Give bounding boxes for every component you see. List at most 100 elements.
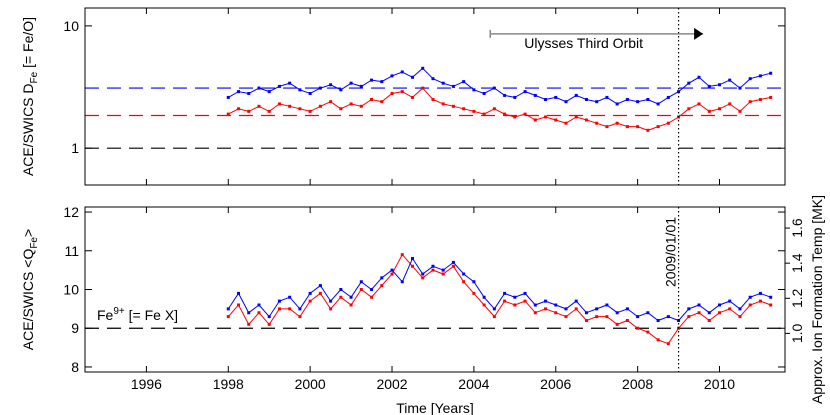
- data-point: [646, 128, 650, 132]
- data-point: [625, 98, 629, 102]
- series-line: [228, 67, 771, 105]
- data-point: [492, 86, 496, 90]
- y-tick-label: 12: [63, 204, 79, 220]
- data-point: [400, 90, 404, 94]
- data-point: [625, 307, 629, 311]
- data-point: [451, 264, 455, 268]
- x-tick-label: 1998: [213, 376, 244, 392]
- data-point: [666, 95, 670, 99]
- data-point: [421, 66, 425, 70]
- data-point: [718, 107, 722, 111]
- x-tick-label: 2006: [540, 376, 571, 392]
- data-point: [564, 100, 568, 104]
- data-point: [380, 284, 384, 288]
- data-point: [390, 91, 394, 95]
- data-point: [349, 295, 353, 299]
- data-point: [329, 307, 333, 311]
- series-line: [227, 257, 771, 322]
- x-tick-label: 2000: [295, 376, 326, 392]
- data-point: [544, 307, 548, 311]
- data-point: [687, 315, 691, 319]
- data-point: [237, 107, 241, 111]
- data-point: [267, 322, 271, 326]
- data-point: [656, 102, 660, 106]
- data-point: [370, 288, 374, 291]
- data-point: [615, 121, 619, 125]
- data-point: [523, 299, 527, 303]
- data-point: [370, 98, 374, 102]
- data-point: [554, 311, 558, 315]
- data-point: [288, 81, 292, 85]
- data-point: [349, 81, 353, 85]
- data-point: [605, 125, 609, 129]
- data-point: [615, 102, 619, 106]
- x-tick-label: 2002: [376, 376, 407, 392]
- data-point: [728, 307, 732, 311]
- y-tick-label: 10: [63, 282, 79, 298]
- data-point: [472, 291, 476, 295]
- data-point: [441, 102, 445, 106]
- data-point: [410, 257, 414, 261]
- data-point: [697, 303, 701, 307]
- x-tick-label: 1996: [131, 376, 162, 392]
- data-point: [298, 315, 302, 319]
- data-point: [277, 84, 281, 88]
- data-point: [410, 75, 414, 79]
- data-point: [666, 315, 670, 319]
- data-point: [769, 295, 773, 299]
- data-point: [267, 109, 271, 113]
- data-point: [237, 90, 241, 94]
- y-axis-label-text: ACE/SWICS <Q: [20, 249, 36, 351]
- data-point: [646, 98, 650, 102]
- data-point: [758, 74, 762, 78]
- data-point: [636, 100, 640, 104]
- data-point: [513, 295, 517, 299]
- data-point: [584, 98, 588, 102]
- data-point: [554, 118, 558, 122]
- data-point: [247, 322, 251, 326]
- y-axis-label: ACE/SWICS <QFe>: [20, 229, 40, 350]
- data-point: [257, 311, 261, 315]
- reference-label-base: Fe: [97, 307, 114, 323]
- data-point: [349, 102, 353, 106]
- data-point: [595, 307, 599, 311]
- data-point: [267, 90, 271, 94]
- data-point: [748, 77, 752, 81]
- data-point: [574, 115, 578, 119]
- data-point: [400, 280, 404, 284]
- data-point: [441, 272, 445, 276]
- data-point: [318, 104, 322, 108]
- data-point: [257, 86, 261, 90]
- data-point: [441, 268, 445, 272]
- data-point: [462, 280, 466, 284]
- data-point: [380, 276, 384, 280]
- data-point: [226, 315, 230, 319]
- data-point: [574, 307, 578, 311]
- reference-label: Fe9+ [= Fe X]: [97, 306, 178, 323]
- data-point: [503, 93, 507, 97]
- data-point: [400, 253, 404, 257]
- date-marker-label: 2009/01/01: [663, 217, 679, 287]
- data-point: [257, 303, 261, 307]
- data-point: [339, 288, 343, 291]
- data-point: [697, 311, 701, 315]
- data-point: [421, 272, 425, 276]
- y-axis-label-sub: Fe: [29, 71, 40, 83]
- reference-label-after: [= Fe X]: [125, 307, 178, 323]
- data-point: [318, 291, 322, 295]
- data-point: [482, 295, 486, 299]
- data-point: [492, 307, 496, 311]
- data-point: [758, 299, 762, 303]
- data-point: [492, 315, 496, 319]
- data-point: [349, 303, 353, 307]
- data-point: [370, 295, 374, 299]
- data-point: [697, 102, 701, 106]
- y2-tick-label: 1.2: [789, 288, 805, 308]
- data-point: [707, 318, 711, 322]
- data-point: [247, 311, 251, 315]
- data-point: [492, 107, 496, 111]
- data-point: [748, 303, 752, 307]
- data-point: [738, 307, 742, 311]
- data-point: [318, 284, 322, 288]
